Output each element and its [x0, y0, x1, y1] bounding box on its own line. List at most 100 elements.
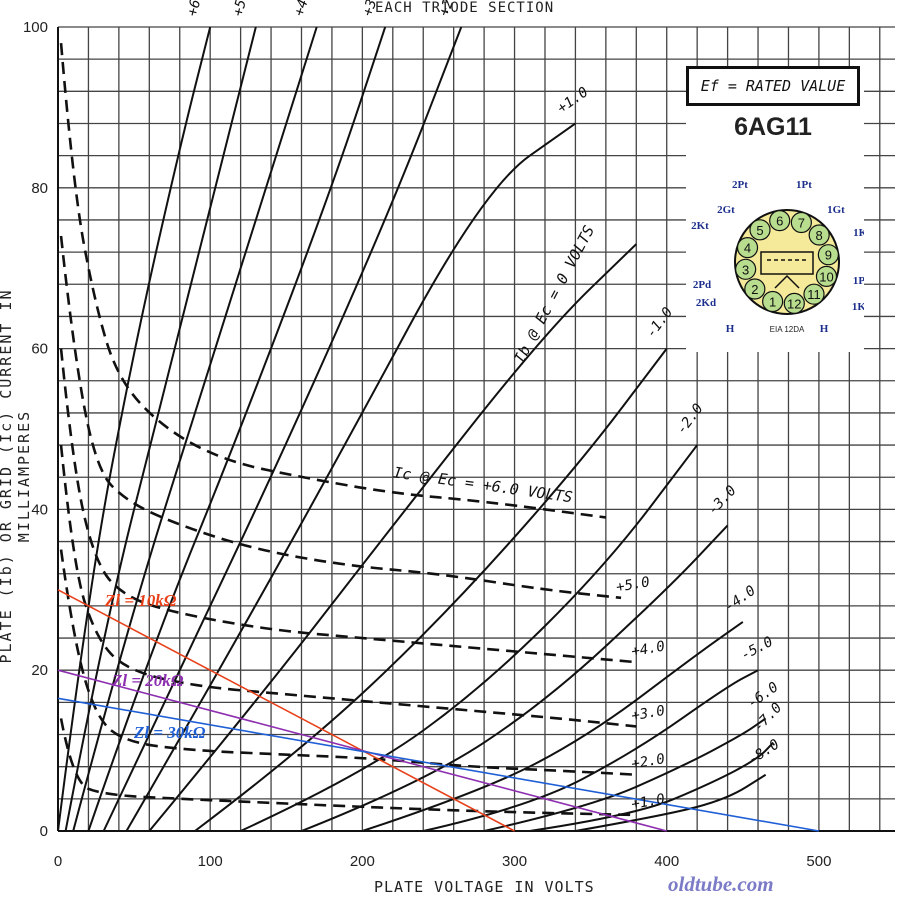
basing-label: EIA 12DA [770, 325, 805, 334]
socket-pin-label: 1Pd [853, 275, 864, 287]
socket-pin-number: 1 [769, 294, 776, 309]
curve-label: -2.0 [674, 401, 707, 438]
socket-pin-label: 2Pd [693, 279, 711, 291]
load-line-label: Zl = 20kΩ [111, 671, 184, 690]
grid-current-curve [59, 549, 637, 777]
ef-rated-value-box: Ef = RATED VALUE [686, 66, 860, 106]
plate-curve [362, 621, 744, 832]
socket-pin-number: 6 [776, 214, 783, 229]
socket-pin-number: 10 [819, 269, 833, 284]
plate-curve [575, 773, 767, 832]
y-tick-label: 0 [40, 823, 48, 840]
x-tick-label: 200 [350, 853, 375, 870]
curve-label: +6.0 [185, 0, 209, 18]
socket-pin-label: 2Kd [696, 297, 716, 309]
socket-pin-number: 8 [816, 228, 823, 243]
tube-name: 6AG11 [734, 113, 812, 141]
plate-curve [57, 26, 212, 832]
plate-curves [57, 26, 774, 832]
socket-pin [744, 278, 766, 300]
socket-pin-number: 11 [807, 287, 821, 302]
chart-title: EACH TRIODE SECTION [375, 0, 555, 16]
info-panel: 1234567891011122Pt1Pt2Gt1Gt2Kt1Kt2Pd1Pd2… [686, 66, 864, 352]
socket-pin-label: 1Kd [852, 301, 864, 313]
socket-element [760, 251, 814, 275]
socket-pin-label: 2Kt [691, 220, 709, 232]
y-axis-label: PLATE (Ib) OR GRID (Ic) CURRENT IN MILLI… [0, 288, 33, 664]
chart-axes [57, 27, 895, 832]
plate-curve [125, 122, 576, 832]
plate-curve [72, 26, 318, 832]
plate-curve [194, 347, 668, 832]
socket-pin [803, 283, 825, 305]
socket-pin-label: H [726, 323, 735, 335]
socket-pin-number: 9 [825, 248, 832, 263]
plate-curve [102, 26, 463, 832]
curve-label: +4.0 [630, 638, 666, 660]
grid-current-curves [59, 42, 637, 817]
load-line-label: Zl = 30kΩ [133, 723, 206, 742]
socket-pin-label: 2Pt [732, 179, 748, 191]
y-tick-label: 40 [31, 501, 48, 518]
load-line [57, 589, 515, 832]
socket-pin [817, 244, 839, 266]
socket-pin-label: 1Gt [827, 204, 845, 216]
plate-curve [240, 444, 698, 832]
y-tick-label: 20 [31, 662, 48, 679]
plate-curve [423, 669, 759, 832]
load-line-label: Zl = 10kΩ [104, 591, 177, 610]
grid-current-curve [59, 718, 637, 817]
x-tick-label: 100 [198, 853, 223, 870]
y-tick-label: 80 [31, 180, 48, 197]
plate-curve [483, 717, 767, 832]
plate-curve [301, 524, 729, 832]
load-line [57, 697, 820, 832]
socket-pin [736, 237, 759, 259]
socket-pin [790, 211, 812, 234]
socket-pin [769, 210, 791, 232]
socket-pin [749, 219, 771, 241]
socket-element [774, 274, 800, 289]
curve-label: +1.0 [630, 791, 666, 813]
y-tick-label: 100 [23, 19, 48, 36]
socket-pin-number: 12 [787, 296, 801, 311]
socket-pin-label: H [820, 323, 829, 335]
curve-label: -1.0 [643, 304, 676, 341]
socket-pin-number: 3 [742, 262, 749, 277]
curve-label: -8.0 [745, 737, 782, 769]
socket-pin-label: 1Pt [796, 179, 812, 191]
grid-current-curve [59, 235, 622, 600]
x-axis-label: PLATE VOLTAGE IN VOLTS [374, 878, 595, 896]
socket-pin [808, 224, 830, 246]
curve-label: Ic @ Ec = +6.0 VOLTS [392, 463, 573, 506]
curve-label: +5.0 [230, 0, 254, 18]
chart-tick-labels: 0 100 200 300 400 500 0 20 40 60 80 100 [23, 19, 831, 870]
socket-pin-label: 2Gt [717, 204, 735, 216]
y-tick-label: 60 [31, 341, 48, 358]
curve-label: +2.0 [630, 751, 666, 773]
curve-label: +5.0 [615, 574, 651, 596]
socket-pin-number: 5 [756, 223, 763, 238]
plate-curve [87, 26, 387, 832]
plate-curve [64, 26, 257, 832]
curve-label: -3.0 [705, 483, 740, 518]
socket-pin [783, 292, 805, 314]
grid-current-curve [59, 348, 637, 664]
socket-pin-number: 2 [751, 282, 758, 297]
curve-label: +1.0 [555, 84, 592, 116]
plate-curve [529, 741, 774, 832]
socket-pin [815, 265, 838, 287]
watermark: oldtube.com [668, 872, 774, 896]
x-tick-label: 0 [54, 853, 62, 870]
socket-pin [735, 258, 757, 280]
x-tick-label: 500 [806, 853, 831, 870]
grid-current-curve [59, 444, 637, 728]
socket-diagram: 1234567891011122Pt1Pt2Gt1Gt2Kt1Kt2Pd1Pd2… [691, 179, 864, 335]
curve-label: +4.0 [291, 0, 316, 18]
x-tick-label: 400 [654, 853, 679, 870]
grid-current-curve [59, 42, 607, 519]
socket-pin-number: 4 [744, 241, 751, 256]
socket-pin-label: 1Kt [853, 227, 864, 239]
socket-pin-number: 7 [798, 216, 805, 231]
